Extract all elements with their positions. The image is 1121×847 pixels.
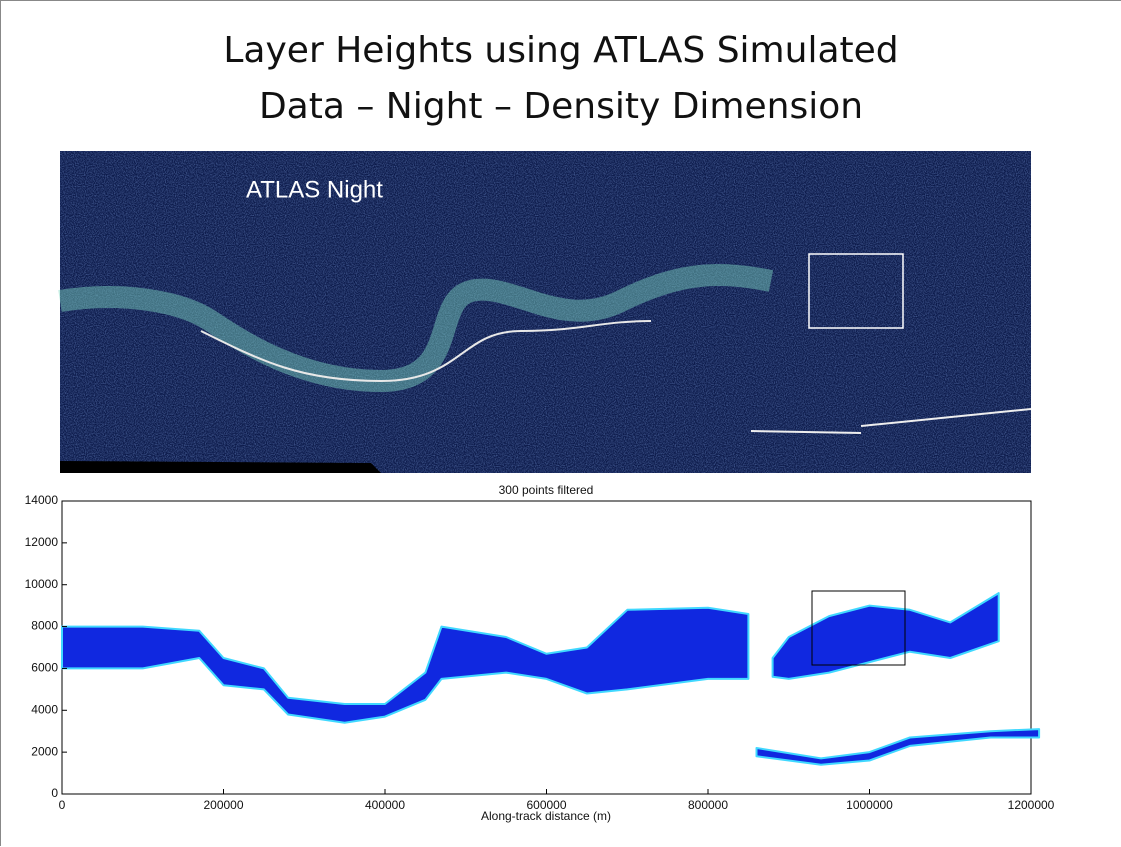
x-tick-label: 400000 <box>365 798 405 812</box>
chart-title: 300 points filtered <box>499 483 594 497</box>
plot-marks <box>61 592 1041 766</box>
atlas-image: ATLAS Night <box>58 151 1032 473</box>
density-layer <box>771 592 1000 680</box>
y-tick-label: 10000 <box>25 577 59 591</box>
y-tick-label: 12000 <box>25 535 59 549</box>
x-axis-label: Along-track distance (m) <box>481 809 611 823</box>
x-tick-label: 200000 <box>203 798 243 812</box>
y-tick-label: 4000 <box>31 702 58 716</box>
image-label: ATLAS Night <box>246 176 383 203</box>
y-tick-label: 14000 <box>25 493 59 507</box>
y-tick-label: 8000 <box>31 619 58 633</box>
y-tick-label: 6000 <box>31 661 58 675</box>
x-tick-label: 600000 <box>526 798 566 812</box>
x-tick-label: 0 <box>59 798 66 812</box>
density-layer <box>755 728 1041 766</box>
slide-title: Layer Heights using ATLAS Simulated Data… <box>223 30 899 127</box>
x-tick-label: 1200000 <box>1008 798 1055 812</box>
y-tick-label: 0 <box>51 786 58 800</box>
x-tick-label: 800000 <box>688 798 728 812</box>
highlight-box <box>811 590 906 666</box>
y-tick-label: 2000 <box>31 744 58 758</box>
x-tick-label: 1000000 <box>846 798 893 812</box>
density-layer <box>61 606 750 724</box>
